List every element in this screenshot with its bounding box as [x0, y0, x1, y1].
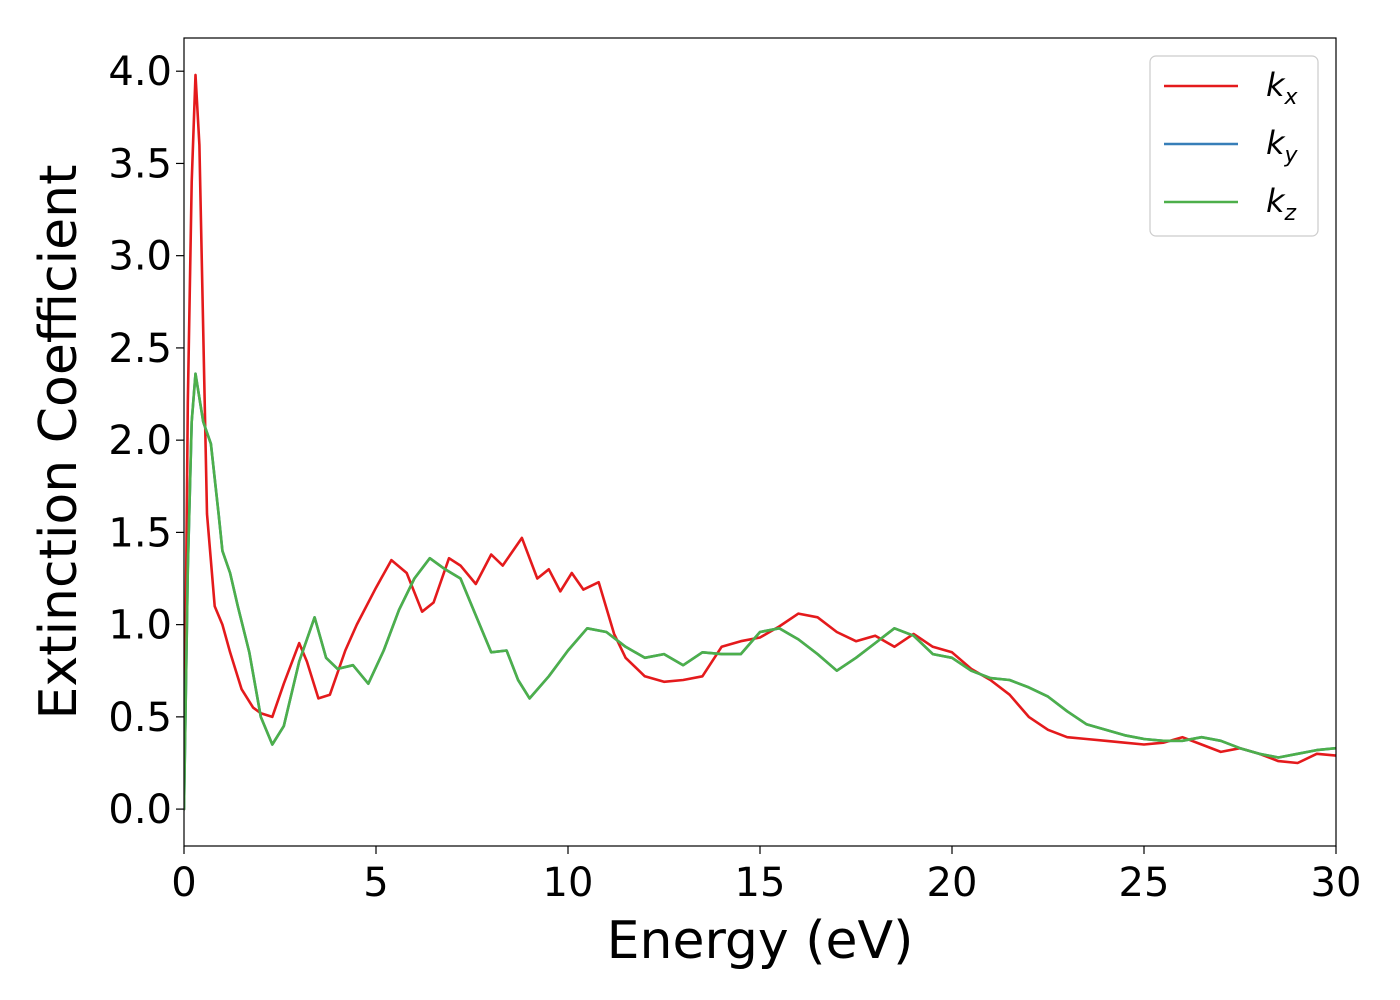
y-tick-label: 0.0 [108, 787, 172, 833]
x-axis-title: Energy (eV) [607, 911, 914, 971]
x-tick-label: 25 [1119, 860, 1170, 906]
y-tick-label: 1.5 [108, 510, 172, 556]
x-axis-ticks: 0 5 10 15 20 25 30 [171, 846, 1361, 906]
y-axis-title: Extinction Coefficient [29, 165, 89, 720]
x-tick-label: 30 [1311, 860, 1362, 906]
y-tick-label: 2.0 [108, 418, 172, 464]
x-tick-label: 15 [735, 860, 786, 906]
x-tick-label: 10 [543, 860, 594, 906]
legend-label-subscript: y [1284, 143, 1299, 168]
legend-label-x: kx [1266, 66, 1299, 110]
legend-label-subscript: z [1284, 201, 1297, 226]
legend-label-main: k [1266, 182, 1286, 220]
x-tick-label: 20 [927, 860, 978, 906]
y-axis-ticks: 0.0 0.5 1.0 1.5 2.0 2.5 3.0 3.5 4.0 [108, 49, 184, 833]
legend-box [1149, 55, 1319, 237]
legend-label-main: k [1266, 124, 1286, 162]
y-tick-label: 0.5 [108, 695, 172, 741]
legend-label-subscript: x [1284, 85, 1299, 110]
y-tick-label: 4.0 [108, 49, 172, 95]
y-tick-label: 3.0 [108, 234, 172, 280]
y-tick-label: 3.5 [108, 141, 172, 187]
legend-label-y: ky [1266, 124, 1299, 168]
x-tick-label: 0 [171, 860, 196, 906]
y-tick-label: 1.0 [108, 603, 172, 649]
series-layer [184, 73, 1336, 811]
y-tick-label: 2.5 [108, 326, 172, 372]
x-tick-label: 5 [363, 860, 388, 906]
legend-label-main: k [1266, 66, 1286, 104]
legend-label-z: kz [1266, 182, 1297, 226]
series-line-z [184, 372, 1336, 811]
series-line-x [184, 73, 1336, 811]
